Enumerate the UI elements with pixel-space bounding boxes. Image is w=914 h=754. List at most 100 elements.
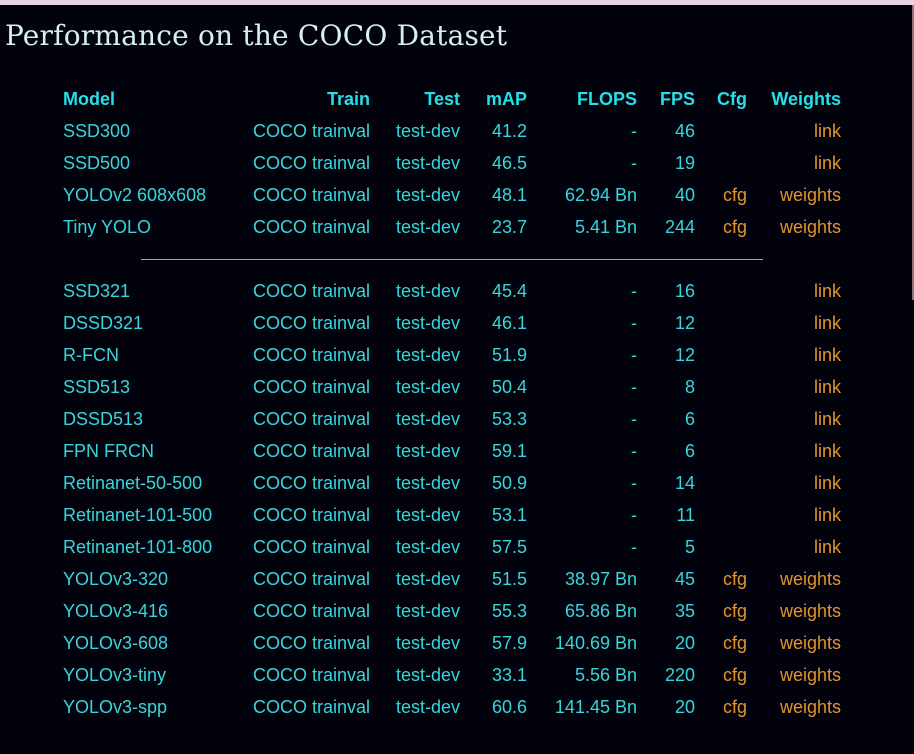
cell-train: COCO trainval bbox=[252, 376, 370, 397]
cell-model: SSD500 bbox=[63, 152, 131, 173]
cell-train: COCO trainval bbox=[252, 152, 370, 173]
table-row: Retinanet-50-500 COCO trainval test-dev 50.… bbox=[63, 467, 841, 499]
table-row: Tiny YOLO COCO trainval test-dev 23.7 5.41 B… bbox=[63, 211, 841, 243]
cell-test: test-dev bbox=[395, 376, 460, 397]
cell-flops: 38.97 Bn bbox=[564, 568, 637, 589]
cell-cfg bbox=[695, 115, 747, 147]
cell-fps: 35 bbox=[674, 600, 695, 621]
cell-train: COCO trainval bbox=[252, 280, 370, 301]
cell-fps: 16 bbox=[674, 280, 695, 301]
cell-fps: 6 bbox=[684, 440, 695, 461]
cell-cfg bbox=[695, 147, 747, 179]
weights-link[interactable]: link bbox=[813, 280, 841, 301]
cfg-link[interactable]: cfg bbox=[722, 568, 747, 589]
cell-map: 51.9 bbox=[491, 344, 527, 365]
weights-link[interactable]: weights bbox=[779, 184, 841, 205]
weights-link[interactable]: link bbox=[813, 536, 841, 557]
cell-model: R-FCN bbox=[63, 344, 119, 365]
cell-map: 23.7 bbox=[491, 216, 527, 237]
cell-model: SSD513 bbox=[63, 376, 131, 397]
table-row: YOLOv2 608x608 COCO trainval test-dev 48.1 6… bbox=[63, 179, 841, 211]
weights-link[interactable]: weights bbox=[779, 696, 841, 717]
cell-weights: weights bbox=[747, 563, 841, 595]
cfg-link[interactable]: cfg bbox=[722, 664, 747, 685]
weights-link[interactable]: weights bbox=[779, 632, 841, 653]
weights-link[interactable]: link bbox=[813, 312, 841, 333]
weights-link[interactable]: link bbox=[813, 504, 841, 525]
cell-model: DSSD321 bbox=[63, 312, 144, 333]
cell-weights: link bbox=[747, 147, 841, 179]
cell-weights: link bbox=[747, 371, 841, 403]
cell-test: test-dev bbox=[395, 504, 460, 525]
weights-link[interactable]: link bbox=[813, 120, 841, 141]
cell-fps: 45 bbox=[674, 568, 695, 589]
cell-test: test-dev bbox=[395, 344, 460, 365]
cell-model: YOLOv3-spp bbox=[63, 696, 168, 717]
cell-weights: weights bbox=[747, 179, 841, 211]
cell-test: test-dev bbox=[395, 472, 460, 493]
cell-map: 51.5 bbox=[491, 568, 527, 589]
cell-test: test-dev bbox=[395, 152, 460, 173]
table-row: YOLOv3-608 COCO trainval test-dev 57.9 140.6… bbox=[63, 627, 841, 659]
cell-fps: 220 bbox=[664, 664, 695, 685]
cell-test: test-dev bbox=[395, 536, 460, 557]
cell-cfg bbox=[695, 307, 747, 339]
cell-cfg bbox=[695, 371, 747, 403]
cell-test: test-dev bbox=[395, 696, 460, 717]
header-map: mAP bbox=[485, 88, 527, 109]
cell-train: COCO trainval bbox=[252, 632, 370, 653]
cell-train: COCO trainval bbox=[252, 504, 370, 525]
cell-flops: 62.94 Bn bbox=[564, 184, 637, 205]
weights-link[interactable]: link bbox=[813, 440, 841, 461]
scrollbar-thumb[interactable] bbox=[912, 5, 914, 300]
cfg-link[interactable]: cfg bbox=[722, 632, 747, 653]
cell-test: test-dev bbox=[395, 440, 460, 461]
cell-flops: - bbox=[631, 408, 637, 429]
weights-link[interactable]: weights bbox=[779, 600, 841, 621]
weights-link[interactable]: link bbox=[813, 344, 841, 365]
cell-fps: 46 bbox=[674, 120, 695, 141]
cell-cfg: cfg bbox=[695, 595, 747, 627]
weights-link[interactable]: weights bbox=[779, 568, 841, 589]
cell-train: COCO trainval bbox=[252, 120, 370, 141]
table-row: DSSD321 COCO trainval test-dev 46.1 - 12 link bbox=[63, 307, 841, 339]
cell-weights: link bbox=[747, 499, 841, 531]
header-train: Train bbox=[326, 88, 370, 109]
header-model: Model bbox=[63, 88, 115, 109]
cell-flops: - bbox=[631, 152, 637, 173]
cell-fps: 12 bbox=[674, 312, 695, 333]
cell-weights: weights bbox=[747, 691, 841, 723]
cell-map: 59.1 bbox=[491, 440, 527, 461]
weights-link[interactable]: link bbox=[813, 408, 841, 429]
cell-flops: 65.86 Bn bbox=[564, 600, 637, 621]
cell-test: test-dev bbox=[395, 216, 460, 237]
cell-model: YOLOv3-320 bbox=[63, 568, 169, 589]
cell-train: COCO trainval bbox=[252, 312, 370, 333]
cell-flops: - bbox=[631, 280, 637, 301]
cell-cfg bbox=[695, 403, 747, 435]
cell-train: COCO trainval bbox=[252, 184, 370, 205]
cfg-link[interactable]: cfg bbox=[722, 184, 747, 205]
cell-flops: - bbox=[631, 536, 637, 557]
cell-map: 53.1 bbox=[491, 504, 527, 525]
header-weights: Weights bbox=[771, 88, 841, 109]
cell-flops: - bbox=[631, 312, 637, 333]
table-row: YOLOv3-spp COCO trainval test-dev 60.6 141.4… bbox=[63, 691, 841, 723]
cell-map: 53.3 bbox=[491, 408, 527, 429]
cell-weights: weights bbox=[747, 627, 841, 659]
cfg-link[interactable]: cfg bbox=[722, 696, 747, 717]
cfg-link[interactable]: cfg bbox=[722, 216, 747, 237]
cell-model: SSD321 bbox=[63, 280, 131, 301]
cell-fps: 14 bbox=[674, 472, 695, 493]
cell-model: Retinanet-50-500 bbox=[63, 472, 203, 493]
table-row: Retinanet-101-500 COCO trainval test-dev 53… bbox=[63, 499, 841, 531]
header-cfg: Cfg bbox=[717, 88, 747, 109]
weights-link[interactable]: weights bbox=[779, 216, 841, 237]
weights-link[interactable]: link bbox=[813, 152, 841, 173]
cfg-link[interactable]: cfg bbox=[722, 600, 747, 621]
cell-map: 50.9 bbox=[491, 472, 527, 493]
cell-flops: - bbox=[631, 344, 637, 365]
weights-link[interactable]: link bbox=[813, 472, 841, 493]
weights-link[interactable]: link bbox=[813, 376, 841, 397]
weights-link[interactable]: weights bbox=[779, 664, 841, 685]
